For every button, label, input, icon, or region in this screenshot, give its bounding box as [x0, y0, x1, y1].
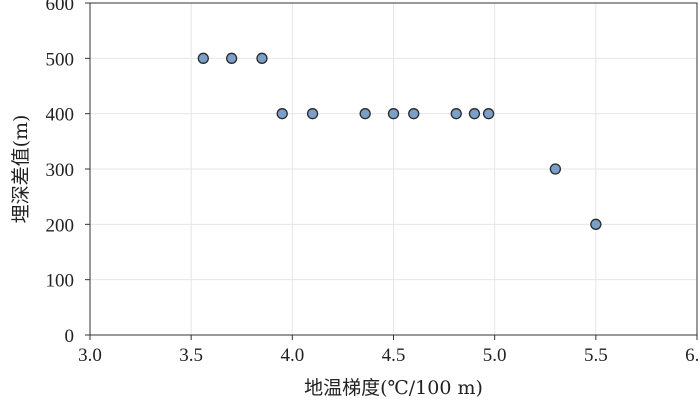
- y-tick-label: 300: [46, 160, 75, 181]
- data-point: [359, 108, 371, 120]
- y-tick-label: 500: [46, 49, 75, 70]
- data-point: [306, 108, 319, 120]
- y-tick-label: 0: [65, 326, 75, 347]
- data-point: [590, 218, 602, 230]
- data-point: [387, 108, 400, 120]
- x-axis: 3.0 3.5 4.0 4.5 5.0 5.5 6.0: [78, 335, 700, 366]
- y-tick-label: 600: [46, 0, 75, 15]
- data-points: [197, 52, 602, 230]
- data-point: [256, 52, 268, 64]
- data-point: [408, 108, 420, 120]
- y-tick-label: 100: [46, 271, 75, 292]
- data-point: [225, 52, 238, 64]
- y-axis-title: 埋深差值(m): [10, 115, 32, 224]
- data-point: [482, 108, 495, 120]
- x-tick-label: 5.0: [483, 345, 507, 366]
- x-tick-label: 4.5: [382, 345, 406, 366]
- x-axis-title: 地温梯度(℃/100 m): [304, 377, 483, 399]
- x-tick-label: 3.5: [179, 345, 203, 366]
- y-tick-label: 200: [46, 215, 75, 236]
- x-tick-label: 4.0: [280, 345, 304, 366]
- data-point: [197, 52, 209, 64]
- data-point: [450, 108, 462, 120]
- x-tick-label: 3.0: [78, 345, 102, 366]
- y-tick-label: 400: [46, 105, 75, 126]
- x-tick-label: 5.5: [584, 345, 608, 366]
- grid-lines: [89, 2, 698, 336]
- y-axis: 0 100 200 300 400 500 600: [46, 0, 90, 347]
- data-point: [549, 163, 562, 175]
- x-tick-label: 6.0: [685, 345, 700, 366]
- data-point: [276, 108, 288, 120]
- data-point: [468, 108, 481, 120]
